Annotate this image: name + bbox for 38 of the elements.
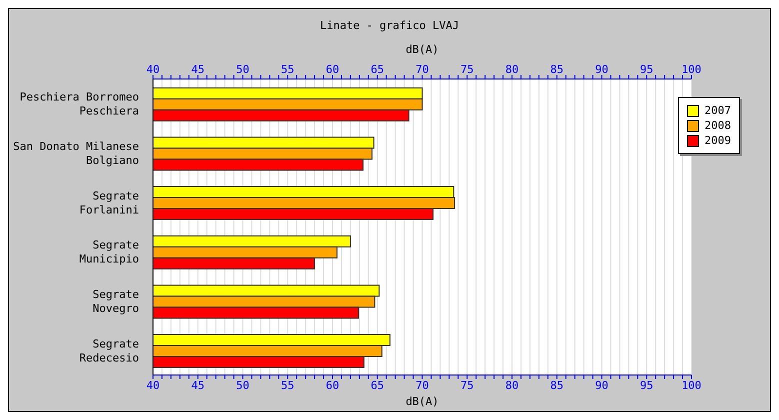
x2-tick-label: 60 [326,378,340,392]
x2-tick-label: 50 [236,378,250,392]
x-tick-label: 95 [640,63,654,76]
x2-tick-label: 70 [416,378,429,392]
y-tick-label: Peschiera Borromeo Peschiera [20,90,139,118]
x-tick-label: 65 [370,63,384,76]
x2-tick-label: 45 [191,378,204,392]
y-tick-label: San Donato Milanese Bolgiano [13,140,139,166]
y-tick-label: Segrate Redecesio [79,336,139,364]
x-axis-title: dB(A) [406,395,439,408]
x-tick-label: 100 [682,63,702,76]
x-tick-label: 70 [416,63,429,76]
y-tick-label: Segrate Municipio [79,238,139,266]
legend-label: 2007 [704,104,731,117]
x-tick-label: 60 [326,63,340,76]
legend-label: 2009 [704,134,731,147]
x2-tick-label: 65 [370,378,384,392]
x2-tick-label: 90 [595,378,608,392]
x-tick-label: 85 [550,63,564,76]
x2-tick-label: 100 [682,378,702,392]
x2-tick-label: 55 [281,378,294,392]
x2-tick-label: 75 [460,378,474,392]
x-tick-label: 40 [146,63,160,76]
chart-title: Linate - grafico LVAJ [318,19,460,32]
x2-tick-label: 85 [550,378,564,392]
y-tick-label: Segrate Novegro [92,288,139,314]
x2-tick-label: 95 [640,378,654,392]
legend-label: 2008 [704,119,731,132]
x-tick-label: 55 [281,63,294,76]
x2-tick-label: 40 [146,378,160,392]
x-tick-label: 45 [191,63,204,76]
x2-axis-title: dB(A) [406,42,439,56]
x-tick-label: 75 [460,63,474,76]
y-tick-label: Segrate Forlanini [79,188,139,216]
x-tick-label: 50 [236,63,250,76]
x-tick-label: 80 [505,63,519,76]
x2-tick-label: 80 [505,378,519,392]
x-tick-label: 90 [595,63,608,76]
